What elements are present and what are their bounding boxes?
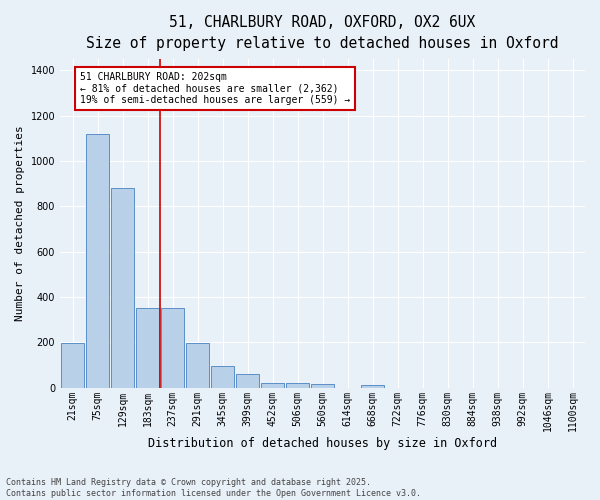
Text: Contains HM Land Registry data © Crown copyright and database right 2025.
Contai: Contains HM Land Registry data © Crown c…	[6, 478, 421, 498]
Bar	[136, 308, 160, 388]
Bar	[286, 383, 310, 388]
Bar	[185, 344, 209, 388]
Bar	[260, 382, 284, 388]
Bar	[61, 344, 85, 388]
Title: 51, CHARLBURY ROAD, OXFORD, OX2 6UX
Size of property relative to detached houses: 51, CHARLBURY ROAD, OXFORD, OX2 6UX Size…	[86, 15, 559, 51]
Bar	[211, 366, 235, 388]
Bar	[311, 384, 334, 388]
Bar	[236, 374, 259, 388]
Bar	[361, 385, 385, 388]
Text: 51 CHARLBURY ROAD: 202sqm
← 81% of detached houses are smaller (2,362)
19% of se: 51 CHARLBURY ROAD: 202sqm ← 81% of detac…	[80, 72, 350, 105]
Bar	[161, 308, 184, 388]
X-axis label: Distribution of detached houses by size in Oxford: Distribution of detached houses by size …	[148, 437, 497, 450]
Bar	[110, 188, 134, 388]
Y-axis label: Number of detached properties: Number of detached properties	[15, 126, 25, 321]
Bar	[86, 134, 109, 388]
